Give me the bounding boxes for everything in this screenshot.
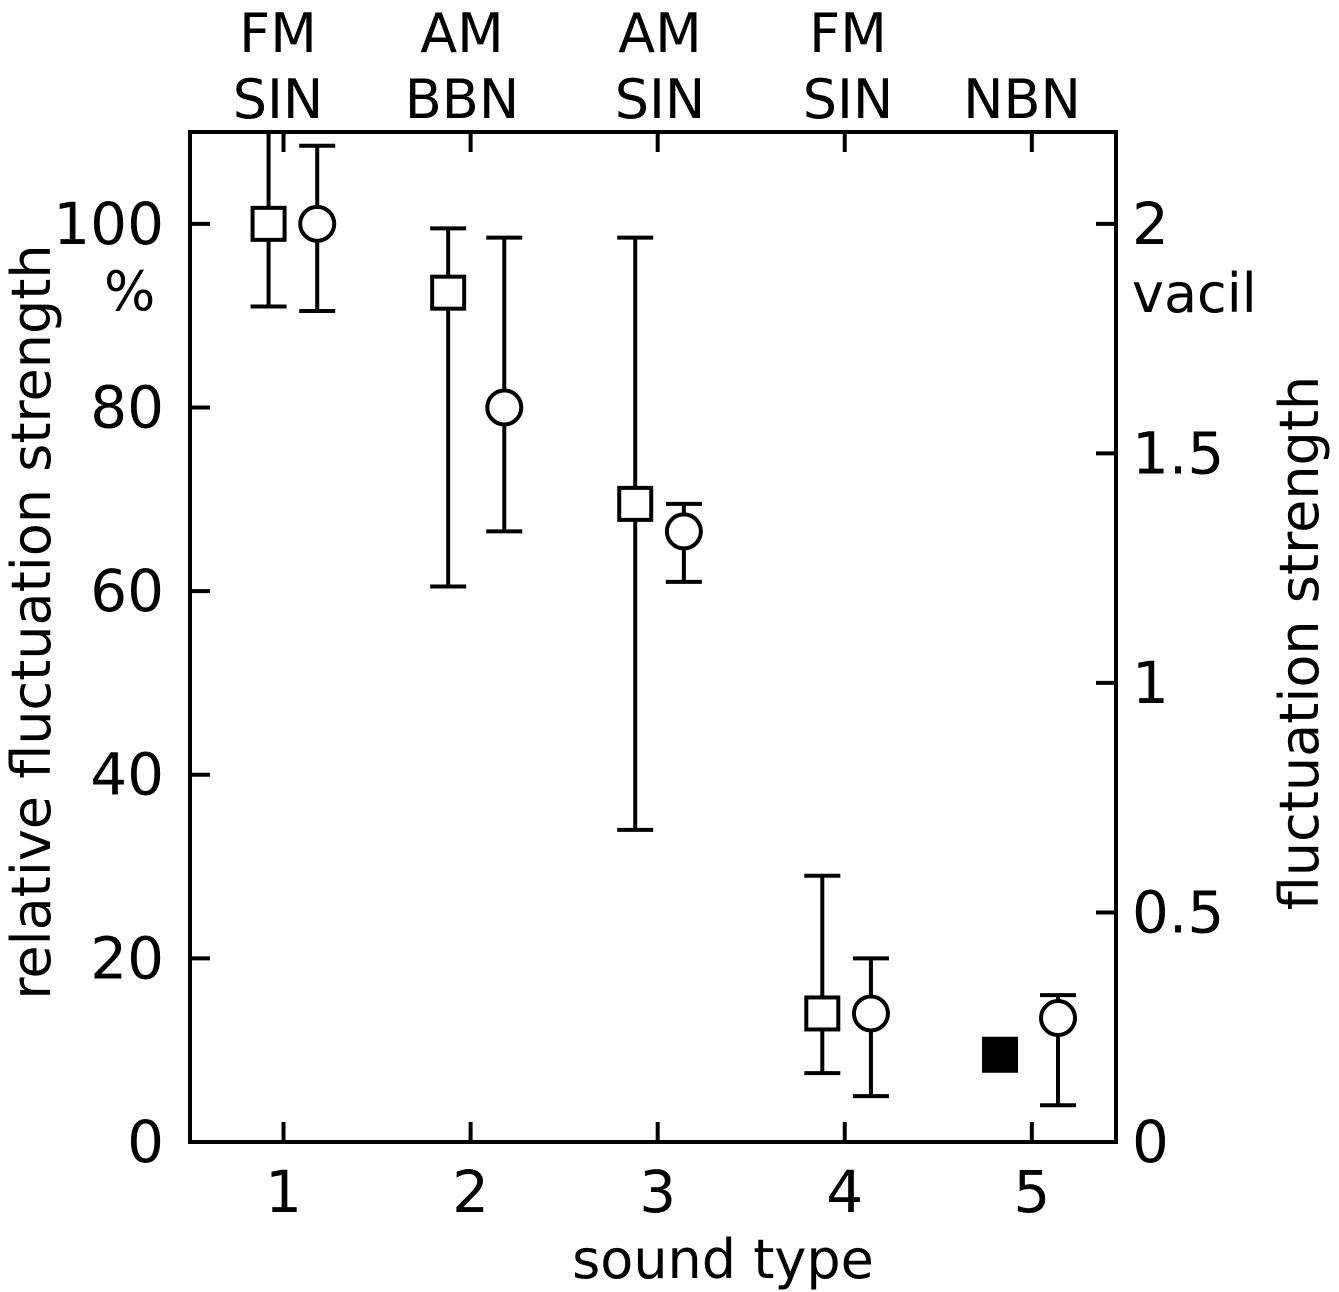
y-tick-label: 40 [90,741,164,809]
square-marker [617,485,654,522]
sound-type-label-line2: SIN [233,68,324,131]
tick-labels: 1 2 3 4 5 0 20 40 60 80 100 0 0.5 1 1.5 2 [53,190,1224,1226]
y-tick-label: 80 [90,373,164,441]
y-tick-label: 0 [127,1108,164,1176]
plot-frame [188,130,1118,1144]
x-tick-label: 4 [826,1158,863,1226]
y2-tick-label: 2 [1132,190,1169,258]
y-tick-label: 100 [53,190,164,258]
y-axis-title: relative fluctuation strength [0,244,63,999]
data-points [250,132,1078,1108]
circle-marker [664,512,703,551]
y2-axis-title: fluctuation strength [1268,376,1331,910]
sound-type-label-line2: SIN [803,68,894,131]
sound-type-label-line1: AM [420,2,504,65]
y-axis-unit: % [104,260,155,323]
sound-type-label-line2: NBN [963,68,1081,131]
y2-tick-label: 0 [1132,1108,1169,1176]
x-tick-label: 3 [639,1158,676,1226]
y2-tick-label: 1 [1132,649,1169,717]
x-axis-title: sound type [572,1228,874,1291]
filled-square-marker [982,1036,1019,1073]
sound-type-label-line1: FM [239,2,317,65]
y2-axis-unit: vacil [1132,262,1257,325]
tick-marks [190,132,1116,1144]
y2-tick-label: 0.5 [1132,878,1224,946]
x-tick-label: 2 [452,1158,489,1226]
square-marker [250,205,287,242]
x-tick-label: 5 [1013,1158,1050,1226]
sound-type-label-line1: AM [618,2,702,65]
circle-marker [298,204,337,243]
sound-type-label-line2: BBN [405,68,520,131]
sound-type-label-line2: SIN [615,68,706,131]
circle-marker [1039,999,1078,1038]
x-tick-label: 1 [265,1158,302,1226]
y-tick-label: 20 [90,924,164,992]
circle-marker [851,994,890,1033]
square-marker [804,995,841,1032]
square-marker [430,274,467,311]
y-tick-label: 60 [90,557,164,625]
circle-marker [485,388,524,427]
y2-tick-label: 1.5 [1132,419,1224,487]
sound-type-label-line1: FM [809,2,887,65]
